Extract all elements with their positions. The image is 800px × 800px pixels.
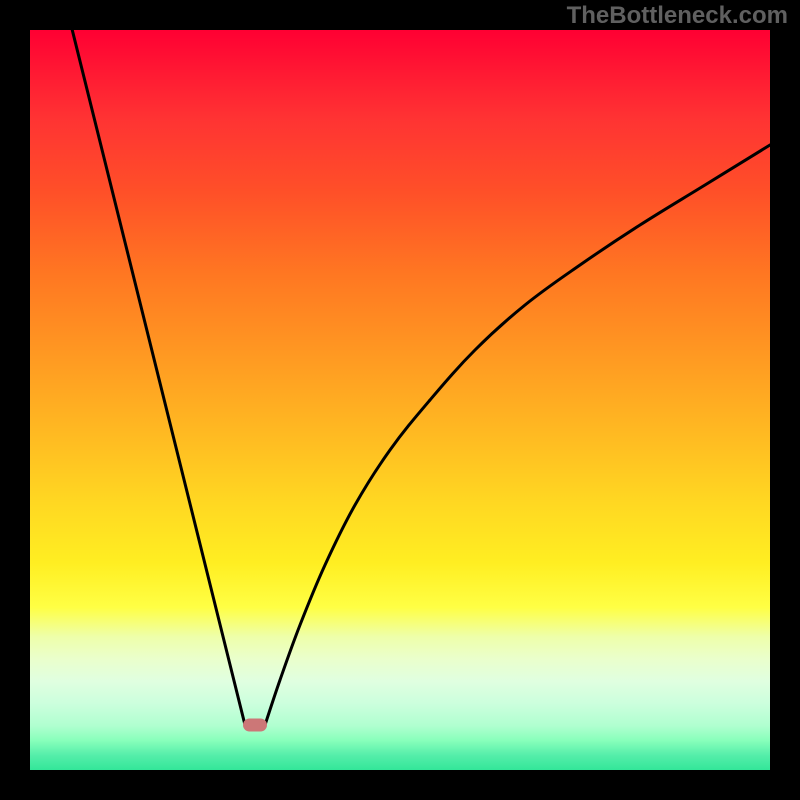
watermark-text: TheBottleneck.com <box>567 2 788 30</box>
curve-layer <box>0 0 800 800</box>
chart-container: TheBottleneck.com <box>0 0 800 800</box>
minimum-marker <box>243 719 267 732</box>
curve-right-branch <box>265 145 770 725</box>
curve-left-branch <box>72 29 245 725</box>
